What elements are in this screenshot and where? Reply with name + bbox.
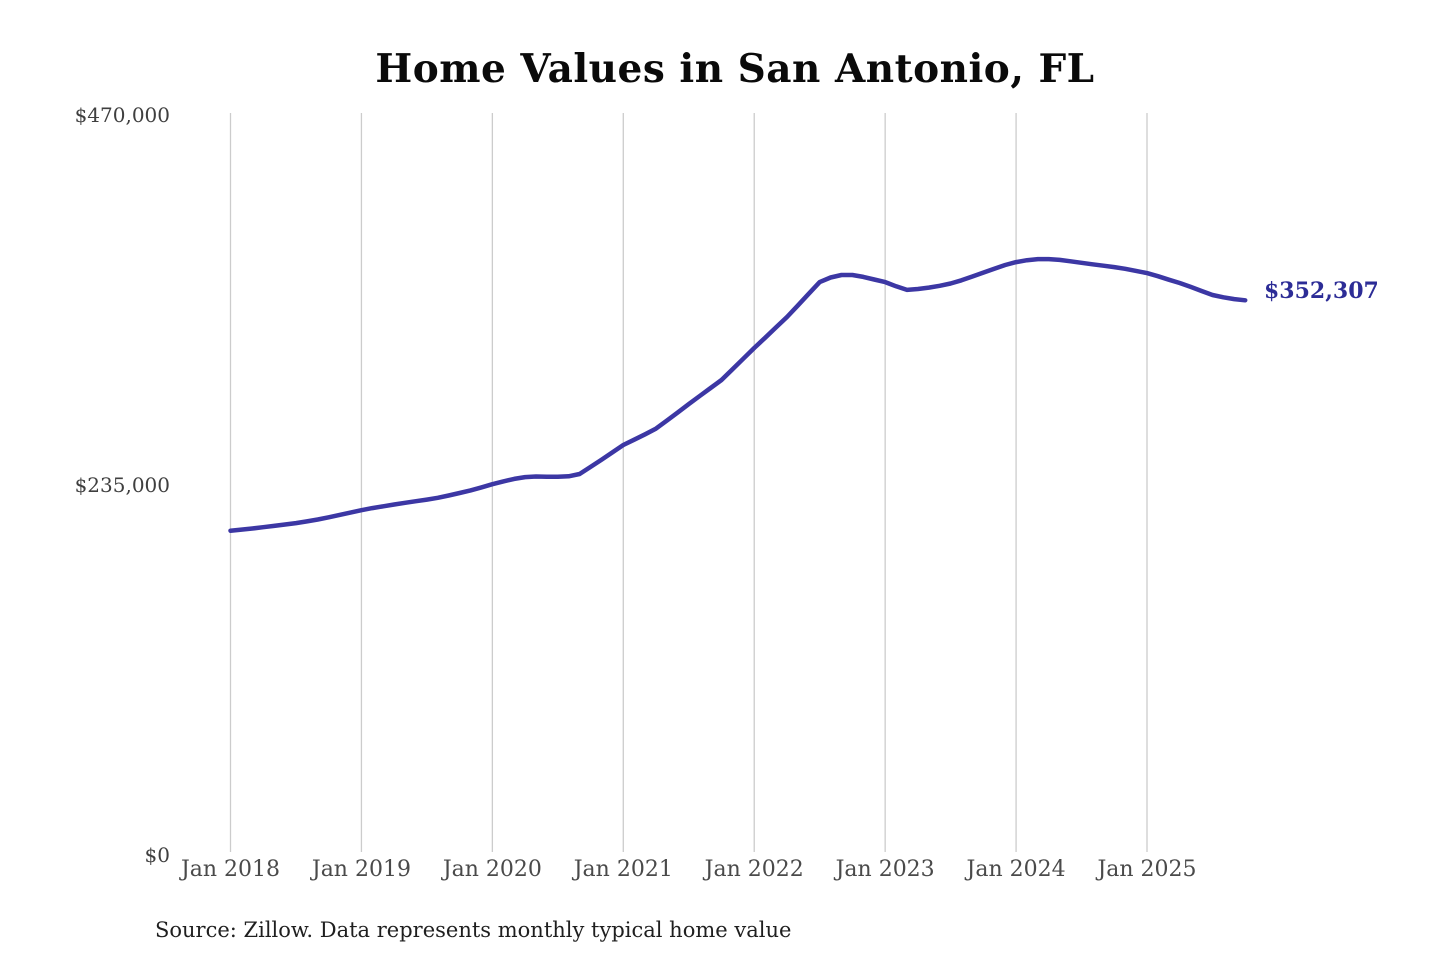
x-axis-tick: Jan 2024 [966,857,1066,882]
x-axis-tick: Jan 2018 [180,857,281,882]
x-axis-tick: Jan 2020 [442,857,542,882]
x-axis-tick: Jan 2019 [311,857,411,882]
y-axis-tick-470000: $470,000 [74,103,170,127]
end-value-label: $352,307 [1264,278,1379,304]
source-note: Source: Zillow. Data represents monthly … [155,918,792,942]
y-axis-tick-0: $0 [144,843,170,867]
chart-title: Home Values in San Antonio, FL [375,46,1095,92]
x-axis-tick: Jan 2023 [835,857,935,882]
home-value-line [228,256,1248,533]
x-axis-tick: Jan 2021 [573,857,673,882]
x-axis-tick: Jan 2025 [1097,857,1197,882]
x-axis-tick: Jan 2022 [704,857,804,882]
y-axis-tick-235000: $235,000 [74,473,170,497]
vertical-gridlines [229,113,1148,852]
